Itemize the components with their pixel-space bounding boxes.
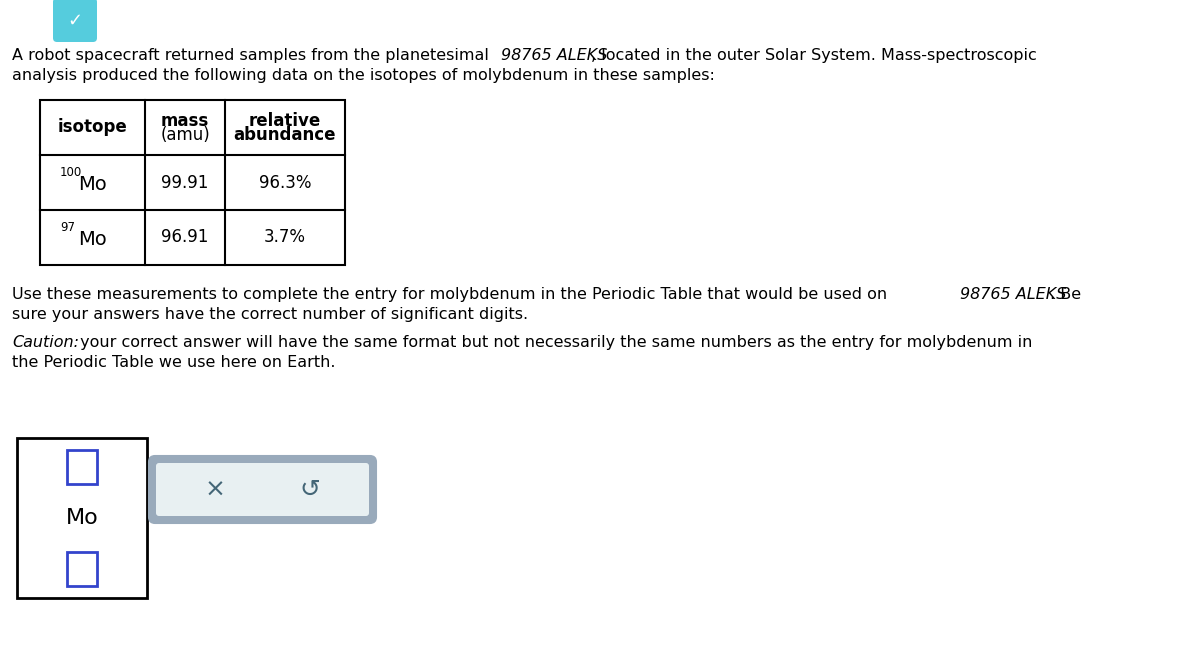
Text: . Be: . Be [1050,287,1081,302]
Text: ↺: ↺ [300,478,320,501]
Text: mass: mass [161,111,209,130]
Text: analysis produced the following data on the isotopes of molybdenum in these samp: analysis produced the following data on … [12,68,715,83]
Text: 96.3%: 96.3% [259,174,311,191]
Bar [40,100,346,265]
Text: A robot spacecraft returned samples from the planetesimal: A robot spacecraft returned samples from… [12,48,494,63]
FancyBboxPatch shape [149,456,376,523]
Text: sure your answers have the correct number of significant digits.: sure your answers have the correct numbe… [12,307,528,322]
Text: Caution:: Caution: [12,335,79,350]
Text: ×: × [204,478,226,501]
Text: 99.91: 99.91 [161,174,209,191]
Text: 100: 100 [60,166,83,179]
Bar [17,438,148,598]
Text: 98765 ALEKS: 98765 ALEKS [960,287,1067,302]
Bar [67,552,97,586]
Text: isotope: isotope [58,118,127,136]
Text: (amu): (amu) [160,126,210,145]
Text: the Periodic Table we use here on Earth.: the Periodic Table we use here on Earth. [12,355,336,370]
Text: Use these measurements to complete the entry for molybdenum in the Periodic Tabl: Use these measurements to complete the e… [12,287,893,302]
Text: 97: 97 [60,221,74,234]
Text: Mo: Mo [78,230,107,249]
Text: ✓: ✓ [67,12,83,30]
Text: , located in the outer Solar System. Mass-spectroscopic: , located in the outer Solar System. Mas… [592,48,1037,63]
Text: relative: relative [248,111,322,130]
FancyBboxPatch shape [156,463,370,516]
Bar [67,450,97,484]
Text: Mo: Mo [66,508,98,528]
FancyBboxPatch shape [53,0,97,42]
Text: abundance: abundance [234,126,336,145]
Text: 3.7%: 3.7% [264,228,306,247]
Text: 96.91: 96.91 [161,228,209,247]
Text: Mo: Mo [78,175,107,194]
Text: 98765 ALEKS: 98765 ALEKS [502,48,607,63]
Text: your correct answer will have the same format but not necessarily the same numbe: your correct answer will have the same f… [74,335,1032,350]
